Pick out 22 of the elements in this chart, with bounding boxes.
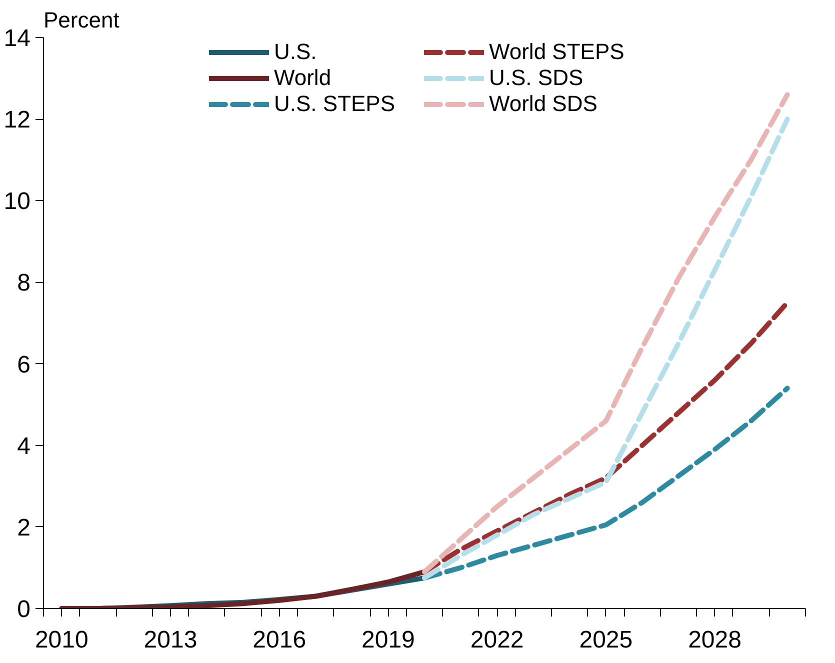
x-tick-label: 2016 [252, 626, 306, 654]
legend-label: U.S. [274, 39, 318, 65]
legend-label: U.S. SDS [489, 65, 584, 91]
legend-label: World SDS [489, 91, 598, 117]
y-tick-label: 0 [17, 596, 31, 623]
legend-label: U.S. STEPS [274, 91, 396, 117]
legend-label: World STEPS [489, 39, 626, 65]
x-tick-label: 2022 [470, 626, 524, 654]
x-tick-label: 2010 [34, 626, 88, 654]
y-axis-title: Percent [44, 8, 120, 32]
x-tick-label: 2025 [579, 626, 633, 654]
y-tick-label: 12 [4, 106, 31, 134]
y-tick-label: 2 [17, 514, 31, 542]
y-tick-label: 6 [17, 351, 31, 378]
x-tick-label: 2019 [362, 626, 415, 654]
y-tick-label: 4 [17, 432, 31, 460]
x-tick-label: 2013 [144, 626, 198, 654]
y-tick-label: 10 [4, 188, 31, 216]
x-tick-label: 2028 [688, 626, 742, 654]
y-tick-label: 14 [4, 25, 31, 52]
y-tick-label: 8 [17, 270, 31, 297]
legend-label: World [274, 65, 332, 91]
